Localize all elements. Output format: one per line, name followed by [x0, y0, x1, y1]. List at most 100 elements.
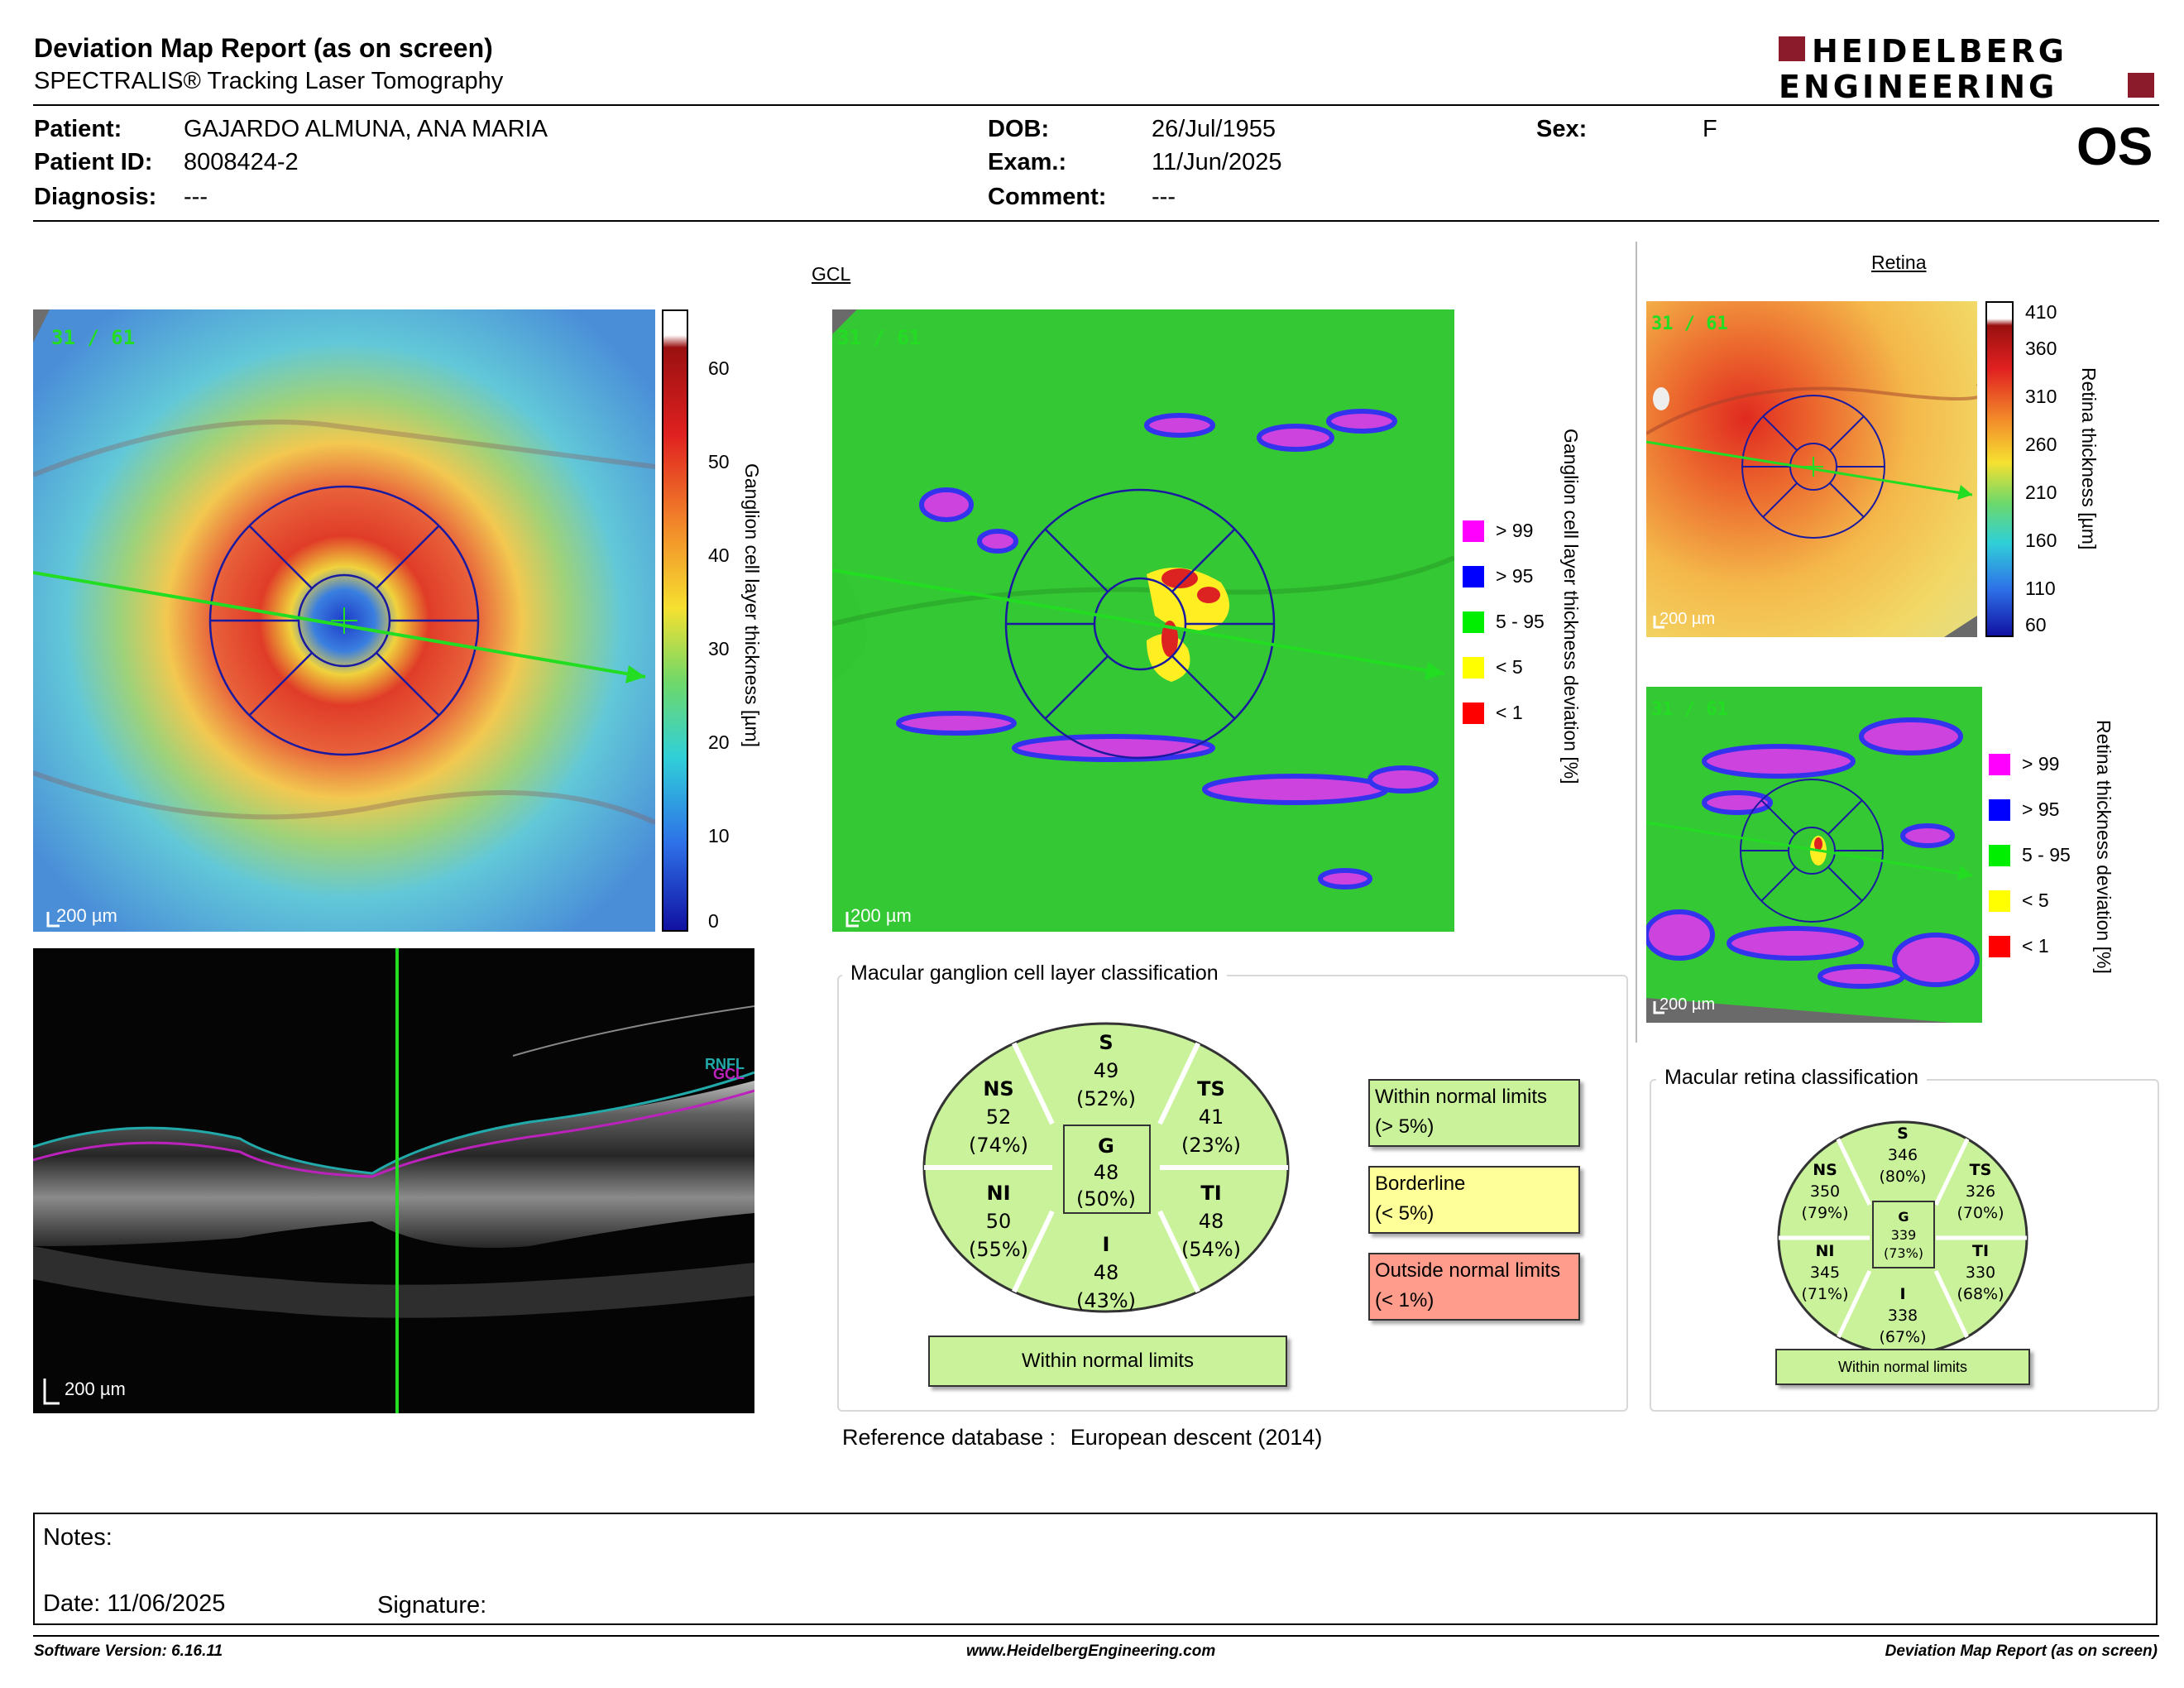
gcl-sector-ns-value: 52 [986, 1105, 1012, 1129]
gcl-sector-ni-value: 50 [986, 1210, 1012, 1233]
oct-bscan: 200 µm RNFL GCL [33, 948, 754, 1413]
gcl-key-within: Within normal limits (> 5%) [1368, 1079, 1580, 1147]
gcl-tick-0: 0 [708, 910, 719, 932]
report-subtitle: SPECTRALIS® Tracking Laser Tomography [34, 68, 504, 94]
gcl-map-scale-bar: 200 µm [56, 905, 117, 926]
patient-label: Patient: [34, 116, 122, 142]
retina-sector-i-value: 338 [1888, 1307, 1918, 1325]
legend-swatch [1989, 844, 2010, 866]
gcl-sector-s-value: 49 [1094, 1059, 1119, 1082]
footer-report-name: Deviation Map Report (as on screen) [1885, 1642, 2158, 1660]
gcl-sector-i-name: I [1103, 1233, 1110, 1256]
retina-overall-result: Within normal limits [1775, 1349, 2030, 1385]
sex-label: Sex: [1536, 116, 1588, 142]
notes-label: Notes: [43, 1524, 113, 1551]
retina-sector-ts-value: 326 [1966, 1182, 1995, 1201]
key-line-1: Outside normal limits [1375, 1259, 1561, 1282]
gcl-sector-ts-name: TS [1197, 1077, 1225, 1101]
gcl-legend-gt99: > 99 [1463, 520, 1533, 542]
gcl-thickness-map: 31 / 61 200 µm [33, 309, 655, 932]
retina-map-scale-bar: 200 µm [1660, 610, 1715, 628]
gcl-sector-g-name: G [1098, 1134, 1114, 1158]
patient-name: GAJARDO ALMUNA, ANA MARIA [184, 116, 548, 142]
gcl-sector-i-value: 48 [1094, 1261, 1119, 1284]
gcl-tick-50: 50 [708, 451, 730, 472]
retina-sector-i-pct: (67%) [1879, 1328, 1926, 1346]
retina-sector-ni-pct: (71%) [1801, 1285, 1848, 1303]
retina-tick-160: 160 [2025, 530, 2057, 551]
retina-sector-ni-value: 345 [1810, 1264, 1840, 1282]
legend-swatch [1989, 798, 2010, 821]
retina-legend-5-95: 5 - 95 [1989, 844, 2071, 866]
gcl-deviation-map: 31 / 61 200 µm [832, 309, 1454, 932]
gcl-legend-lt5: < 5 [1463, 656, 1523, 679]
legend-label: > 95 [1496, 565, 1534, 587]
retina-sector-ns-name: NS [1813, 1161, 1837, 1179]
key-line-2: (> 5%) [1375, 1115, 1434, 1138]
retina-sector-s-name: S [1897, 1125, 1909, 1143]
legend-label: 5 - 95 [2022, 844, 2071, 866]
gcl-deviation-axis-title: Ganglion cell layer thickness deviation … [1560, 429, 1582, 784]
gcl-sector-ti-value: 48 [1199, 1210, 1224, 1233]
legend-swatch [1989, 890, 2010, 912]
gcl-dev-scan-index: 31 / 61 [837, 326, 921, 349]
key-line-1: Borderline [1375, 1172, 1466, 1195]
legend-swatch [1463, 611, 1484, 633]
gcl-tick-60: 60 [708, 357, 730, 379]
notes-box: Notes: Date: 11/06/2025 Signature: [33, 1513, 2158, 1625]
software-version: Software Version: 6.16.11 [34, 1642, 223, 1660]
reference-label: Reference database : [842, 1425, 1056, 1450]
comment-value: --- [1152, 184, 1176, 210]
legend-swatch [1463, 656, 1484, 679]
gcl-section-title: GCL [812, 263, 851, 285]
reference-value: European descent (2014) [1070, 1425, 1323, 1450]
key-line-2: (< 1%) [1375, 1289, 1434, 1312]
retina-sector-ts-pct: (70%) [1956, 1204, 2004, 1222]
patient-divider [33, 220, 2159, 222]
gcl-sector-i-pct: (43%) [1076, 1289, 1136, 1312]
gcl-tick-40: 40 [708, 544, 730, 566]
dob-label: DOB: [988, 116, 1050, 142]
exam-label: Exam.: [988, 149, 1067, 175]
gcl-map-scan-index: 31 / 61 [51, 326, 135, 349]
retina-legend-gt99: > 99 [1989, 753, 2059, 775]
retina-dev-scale-bar: 200 µm [1660, 995, 1715, 1014]
retina-sector-diagram: S 346 (80%) NS 350 (79%) TS 326 (70%) G … [1774, 1119, 2032, 1359]
retina-legend-lt1: < 1 [1989, 935, 2049, 957]
date-label: Date: 11/06/2025 [43, 1590, 226, 1617]
retina-thickness-map: 31 / 61 200 µm [1646, 301, 1977, 637]
retina-legend-gt95: > 95 [1989, 798, 2059, 821]
website-link[interactable]: www.HeidelbergEngineering.com [966, 1642, 1216, 1660]
retina-sector-ns-value: 350 [1810, 1182, 1840, 1201]
gcl-legend-gt95: > 95 [1463, 565, 1533, 587]
gcl-sector-ti-name: TI [1200, 1182, 1221, 1205]
retina-sector-g-value: 339 [1891, 1227, 1917, 1243]
legend-label: > 99 [2022, 753, 2060, 774]
dob-value: 26/Jul/1955 [1152, 116, 1276, 142]
retina-sector-ns-pct: (79%) [1801, 1204, 1848, 1222]
gcl-legend-5-95: 5 - 95 [1463, 611, 1545, 633]
retina-tick-110: 110 [2025, 578, 2056, 599]
brand-line-2: ENGINEERING [1779, 69, 2057, 104]
retina-deviation-axis-title: Retina thickness deviation [%] [2093, 720, 2115, 974]
retina-sector-ni-name: NI [1816, 1242, 1835, 1260]
legend-label: < 1 [1496, 702, 1523, 723]
retina-sector-ti-value: 330 [1966, 1264, 1995, 1282]
retina-sector-ts-name: TS [1970, 1161, 1992, 1179]
retina-deviation-map: 31 / 61 200 µm [1646, 687, 1982, 1023]
footer-divider [33, 1635, 2159, 1637]
legend-swatch [1463, 702, 1484, 724]
key-line-2: (< 5%) [1375, 1202, 1434, 1225]
legend-swatch [1463, 520, 1484, 542]
retina-sector-ti-pct: (68%) [1956, 1285, 2004, 1303]
comment-label: Comment: [988, 184, 1107, 210]
signature-label: Signature: [377, 1592, 487, 1618]
retina-legend-lt5: < 5 [1989, 890, 2049, 912]
legend-swatch [1989, 935, 2010, 957]
retina-sector-g-name: G [1898, 1209, 1909, 1225]
reference-database: Reference database : European descent (2… [842, 1425, 1322, 1451]
retina-sector-i-name: I [1899, 1285, 1905, 1303]
sex-value: F [1703, 116, 1717, 142]
exam-value: 11/Jun/2025 [1152, 149, 1282, 175]
gcl-sector-g-value: 48 [1094, 1161, 1119, 1184]
